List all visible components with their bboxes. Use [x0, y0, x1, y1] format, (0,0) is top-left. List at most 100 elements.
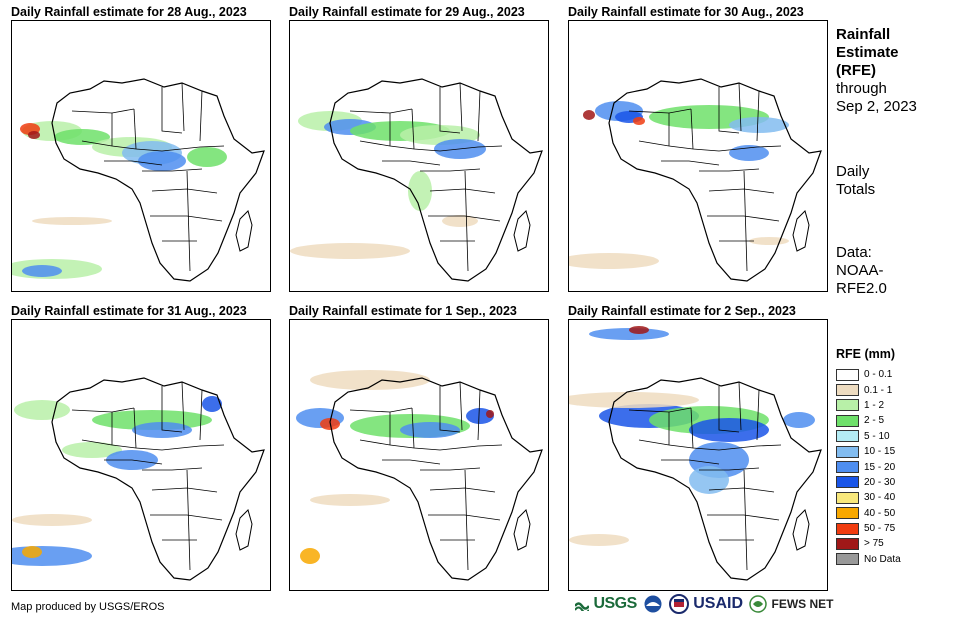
country-border: [199, 90, 203, 142]
coastline: [329, 377, 543, 581]
legend-swatch: [836, 461, 859, 474]
legend-label: No Data: [864, 553, 901, 565]
country-border: [738, 82, 742, 132]
country-border: [756, 90, 760, 142]
map-panel-5[interactable]: [289, 319, 549, 591]
africa-map: [12, 78, 265, 282]
country-border: [428, 215, 501, 222]
rainfall-layer: [296, 370, 494, 564]
legend-swatch: [836, 368, 859, 381]
rainfall-layer: [12, 121, 227, 279]
usaid-text: USAID: [693, 595, 744, 613]
legend-item: 10 - 15: [836, 444, 901, 459]
legend-swatch: [836, 384, 859, 397]
country-border: [359, 439, 503, 451]
legend-item: 15 - 20: [836, 459, 901, 474]
map-panel-6[interactable]: [568, 319, 828, 591]
coastline: [51, 377, 265, 581]
credit-text: Map produced by USGS/EROS: [11, 601, 165, 613]
legend-label: 0 - 0.1: [864, 369, 893, 381]
map-panel-2[interactable]: [289, 20, 549, 292]
africa-map: [296, 370, 543, 581]
country-border: [743, 469, 748, 571]
legend-item: 0 - 0.1: [836, 367, 901, 382]
country-border: [707, 215, 780, 222]
map-panel-1[interactable]: [11, 20, 271, 292]
country-border: [459, 381, 463, 431]
legend-swatch: [836, 445, 859, 458]
rainfall-layer: [290, 111, 486, 259]
usgs-logo[interactable]: USGS: [573, 595, 637, 614]
country-border: [71, 108, 135, 114]
country-border: [464, 469, 469, 571]
fews-text: FEWS NET: [771, 597, 834, 612]
country-border: [428, 514, 501, 521]
country-border: [477, 389, 481, 441]
country-border: [150, 514, 223, 521]
madagascar-outline: [235, 509, 253, 551]
rainfall-layer: [12, 396, 222, 566]
rainfall-layer: [569, 326, 815, 546]
legend-swatch: [836, 414, 859, 427]
country-border: [150, 215, 223, 222]
country-border: [104, 160, 163, 166]
legend-label: 5 - 10: [864, 430, 890, 442]
country-border: [638, 439, 782, 451]
legend-label: 1 - 2: [864, 399, 885, 411]
side-through: through: [836, 80, 887, 97]
panel-title-1: Daily Rainfall estimate for 28 Aug., 202…: [11, 5, 247, 19]
madagascar-outline: [792, 509, 810, 551]
legend-label: 20 - 30: [864, 476, 896, 488]
legend-item: 30 - 40: [836, 490, 901, 505]
side-data-line3: RFE2.0: [836, 280, 887, 297]
madagascar-outline: [235, 210, 253, 252]
legend-label: 2 - 5: [864, 415, 885, 427]
coastline: [608, 78, 822, 282]
logo-bar: USGS USAID FEWS NET: [573, 594, 833, 614]
map-panel-3[interactable]: [568, 20, 828, 292]
legend-item: 50 - 75: [836, 521, 901, 536]
coastline: [51, 78, 265, 282]
side-daily-line2: Totals: [836, 181, 876, 198]
country-border: [104, 459, 163, 465]
fews-logo[interactable]: FEWS NET: [749, 595, 833, 613]
map-panel-4[interactable]: [11, 319, 271, 591]
legend-swatch: [836, 476, 859, 489]
side-data-line2: NOAA-: [836, 262, 884, 279]
usgs-wave-icon: [573, 602, 591, 614]
country-border: [133, 108, 137, 150]
fews-globe-icon: [749, 595, 767, 613]
noaa-logo[interactable]: [643, 594, 663, 614]
side-date: Sep 2, 2023: [836, 98, 917, 115]
africa-map: [569, 78, 822, 282]
legend-swatch: [836, 430, 859, 443]
side-data: Data: NOAA- RFE2.0: [836, 244, 887, 298]
country-border: [411, 108, 415, 150]
country-border: [181, 381, 185, 431]
legend-swatch: [836, 522, 859, 535]
usgs-text: USGS: [593, 595, 637, 612]
country-border: [429, 188, 496, 194]
legend-rows: 0 - 0.1 0.1 - 1 1 - 2 2 - 5 5 - 10 10 - 15 15 …: [836, 367, 901, 567]
usaid-logo[interactable]: USAID: [668, 594, 744, 614]
panel-title-6: Daily Rainfall estimate for 2 Sep., 2023: [568, 304, 796, 318]
side-title-line1: Rainfall: [836, 26, 891, 43]
country-border: [81, 140, 225, 152]
country-border: [738, 381, 742, 431]
legend: RFE (mm) 0 - 0.1 0.1 - 1 1 - 2 2 - 5 5 - 10 1…: [836, 347, 901, 567]
country-border: [186, 469, 191, 571]
legend-item: 40 - 50: [836, 506, 901, 521]
legend-item: No Data: [836, 552, 901, 567]
panel-title-4: Daily Rainfall estimate for 31 Aug., 202…: [11, 304, 247, 318]
panel-title-5: Daily Rainfall estimate for 1 Sep., 2023: [289, 304, 517, 318]
africa-map: [569, 326, 822, 581]
country-border: [382, 459, 441, 465]
legend-swatch: [836, 491, 859, 504]
side-title: Rainfall Estimate (RFE) through Sep 2, 2…: [836, 26, 917, 116]
country-border: [420, 467, 481, 471]
africa-map: [290, 78, 543, 282]
side-data-line1: Data:: [836, 244, 872, 261]
legend-label: 50 - 75: [864, 523, 896, 535]
usaid-seal-icon: [668, 594, 689, 614]
country-border: [699, 168, 760, 172]
